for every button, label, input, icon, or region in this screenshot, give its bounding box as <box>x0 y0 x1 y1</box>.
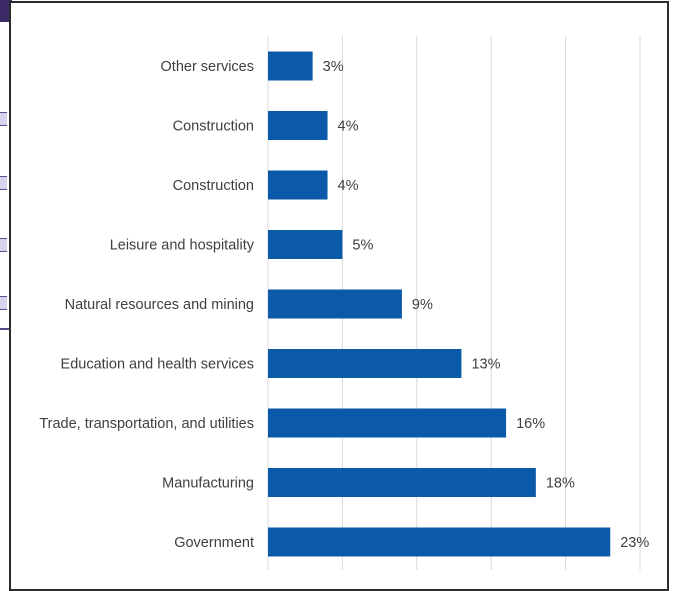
bar <box>268 289 402 319</box>
value-label: 9% <box>412 297 433 313</box>
category-label: Construction <box>173 178 254 194</box>
category-label: Construction <box>173 119 254 135</box>
category-labels: Other services Construction Construction Le… <box>39 59 254 551</box>
background-table-row <box>0 238 7 252</box>
value-label: 18% <box>546 476 575 492</box>
background-divider <box>0 328 10 330</box>
value-label: 23% <box>620 535 649 551</box>
value-label: 3% <box>323 59 344 75</box>
background-table-row <box>0 112 7 126</box>
category-label: Manufacturing <box>162 476 254 492</box>
category-label: Natural resources and mining <box>65 297 254 313</box>
background-table-row <box>0 176 7 190</box>
bars <box>268 51 611 557</box>
background-table-row <box>0 296 7 310</box>
value-label: 16% <box>516 416 545 432</box>
bar <box>268 51 313 81</box>
category-label: Education and health services <box>61 357 254 373</box>
value-label: 4% <box>338 178 359 194</box>
value-label: 5% <box>352 238 373 254</box>
bar <box>268 408 507 438</box>
bar <box>268 527 611 557</box>
category-label: Government <box>174 535 254 551</box>
value-label: 13% <box>471 357 500 373</box>
value-labels: 3% 4% 4% 5% 9% 13% 16% 18% 23% <box>323 59 650 551</box>
bar <box>268 230 343 259</box>
category-label: Other services <box>161 59 254 75</box>
bar-chart: Other services Construction Construction Le… <box>39 36 650 570</box>
bar <box>268 468 536 497</box>
bar <box>268 349 462 378</box>
category-label: Trade, transportation, and utilities <box>39 416 254 432</box>
bar <box>268 170 328 200</box>
bar <box>268 111 328 140</box>
value-label: 4% <box>338 119 359 135</box>
category-label: Leisure and hospitality <box>110 238 255 254</box>
